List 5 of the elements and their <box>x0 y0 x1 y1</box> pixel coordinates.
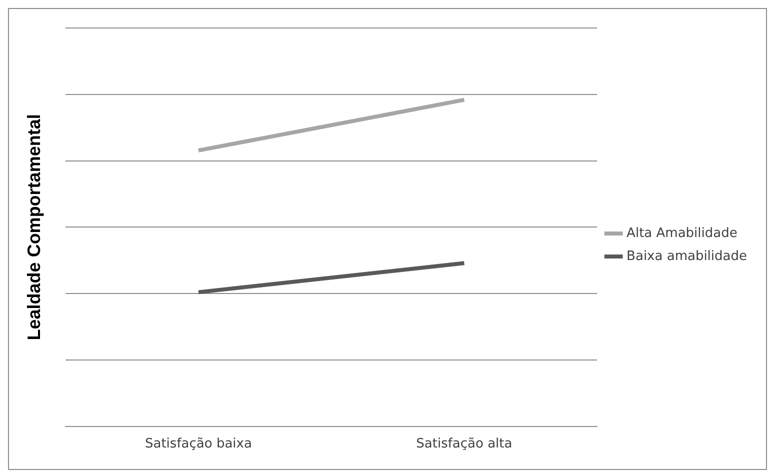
legend-label: Baixa amabilidade <box>626 248 748 264</box>
y-axis-title: Lealdade Comportamental <box>24 114 44 340</box>
legend-label: Alta Amabilidade <box>626 226 738 241</box>
x-tick-label: Satisfação alta <box>416 436 512 452</box>
x-tick-label: Satisfação baixa <box>144 436 252 452</box>
